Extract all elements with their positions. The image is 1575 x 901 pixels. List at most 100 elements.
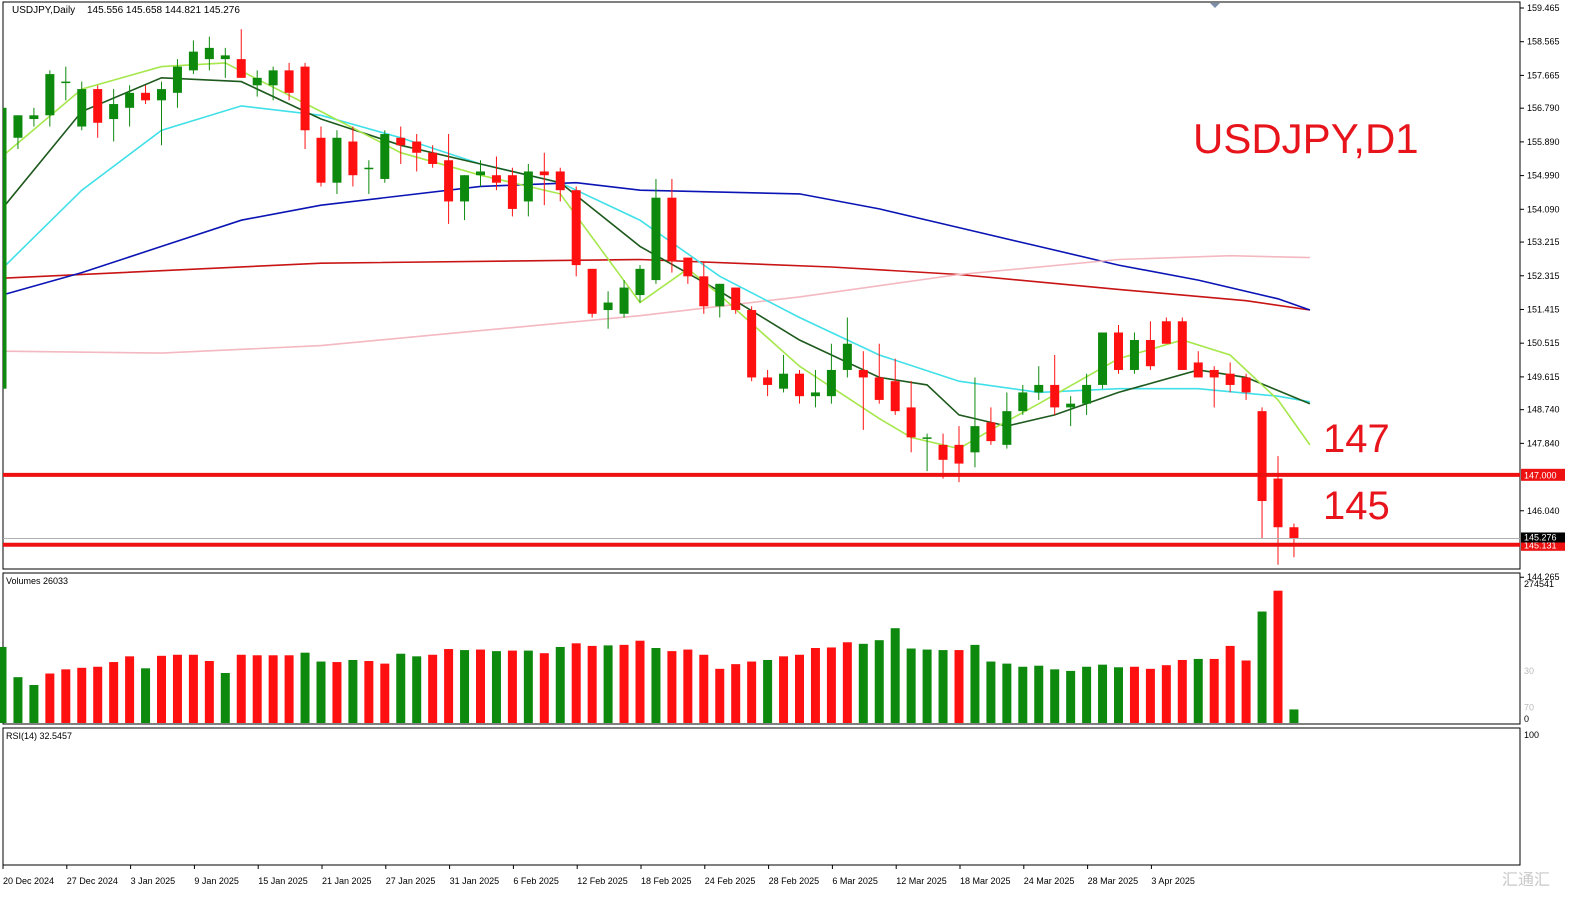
candle-body — [364, 167, 374, 170]
volume-bar — [13, 677, 23, 723]
volume-bar — [268, 655, 278, 723]
volume-bar — [460, 650, 470, 723]
volume-bar — [1002, 663, 1012, 723]
current-price-tag — [1521, 532, 1565, 543]
rsi-pane-frame — [2, 727, 1521, 866]
candle-body — [826, 369, 836, 397]
volume-bar — [1114, 667, 1123, 723]
volume-bar — [412, 656, 422, 723]
candle-body — [109, 104, 119, 120]
volume-bar — [1209, 658, 1219, 723]
candle-body — [1289, 527, 1299, 539]
volume-bar — [491, 651, 501, 723]
volume-bar — [667, 651, 677, 723]
candle — [476, 160, 485, 187]
candle — [571, 186, 581, 277]
time-axis-label: 24 Feb 2025 — [705, 876, 756, 886]
candle-body — [3, 107, 7, 389]
volume-bar — [476, 649, 485, 723]
candle — [603, 291, 613, 329]
candle — [188, 40, 198, 75]
candle — [747, 306, 757, 382]
candle-body — [220, 55, 230, 60]
time-axis-label: 12 Mar 2025 — [896, 876, 947, 886]
level-145-annotation: 145 — [1323, 484, 1390, 528]
candle-body — [539, 171, 549, 176]
volume-bar — [1289, 709, 1299, 723]
volume-bar — [810, 647, 820, 723]
volume-bar — [747, 661, 757, 723]
candle-body — [523, 171, 533, 202]
volume-bar — [954, 650, 964, 723]
candle — [890, 358, 900, 415]
candle — [396, 126, 406, 164]
candle-body — [619, 287, 629, 314]
volume-bar — [444, 649, 454, 723]
candle — [906, 381, 916, 453]
volume-bar — [93, 666, 103, 723]
candle-body — [348, 141, 358, 176]
candle — [1193, 351, 1203, 378]
volume-plot — [0, 590, 1299, 723]
scroll-marker-icon — [1210, 3, 1220, 8]
candle-body — [316, 137, 326, 183]
volume-bar — [619, 644, 629, 723]
candle — [29, 107, 39, 127]
volume-indicator-title: Volumes 26033 — [6, 576, 68, 586]
candle — [1034, 366, 1044, 400]
candle-body — [29, 115, 39, 120]
volume-bar — [826, 647, 836, 723]
candle — [1177, 317, 1187, 370]
candle-body — [444, 160, 454, 202]
time-axis-label: 3 Apr 2025 — [1151, 876, 1195, 886]
candle — [412, 134, 422, 172]
candle-body — [1002, 411, 1012, 445]
candle — [364, 160, 374, 194]
volume-bar — [1145, 668, 1155, 723]
time-axis-label: 18 Feb 2025 — [641, 876, 692, 886]
volume-bar — [1082, 666, 1092, 723]
candle-body — [61, 81, 71, 84]
volume-bar — [731, 664, 741, 723]
candle — [1289, 523, 1299, 558]
price-plot[interactable] — [0, 29, 1520, 565]
volume-bar — [1050, 669, 1060, 723]
candle-body — [922, 437, 932, 439]
candle — [1129, 332, 1139, 374]
candle — [635, 265, 645, 303]
volume-bar — [890, 628, 900, 723]
volume-bar — [970, 644, 980, 723]
candle-body — [412, 141, 422, 153]
candle — [125, 85, 135, 127]
rsi-axis-label: 70 — [1524, 703, 1534, 713]
candle — [970, 377, 980, 468]
level-147-annotation: 147 — [1323, 417, 1390, 461]
volume-bar — [236, 654, 246, 723]
candle-body — [715, 283, 725, 307]
candle-body — [683, 257, 693, 277]
watermark-logo: 汇通汇 — [1502, 871, 1550, 889]
volume-bar — [763, 659, 773, 723]
price-pane-frame — [2, 1, 1521, 570]
volume-bar — [364, 661, 374, 723]
volume-bar — [300, 652, 310, 723]
candle-body — [1129, 339, 1139, 370]
volume-bar — [874, 640, 884, 723]
rsi-indicator-title: RSI(14) 32.5457 — [6, 731, 72, 741]
volume-bar — [61, 669, 71, 723]
candle-body — [731, 287, 741, 311]
time-axis-label: 27 Dec 2024 — [67, 876, 118, 886]
candle — [842, 317, 852, 378]
candle-body — [763, 377, 773, 385]
candle — [3, 107, 7, 389]
price-level-label: 147.000 — [1524, 470, 1557, 480]
candle — [204, 36, 214, 71]
volume-bar — [220, 672, 230, 723]
candle-body — [507, 175, 517, 209]
candle — [699, 261, 709, 314]
candle — [1114, 325, 1123, 374]
candle-body — [77, 89, 87, 127]
rsi-axis-label: 30 — [1524, 666, 1534, 676]
candle-body — [45, 74, 55, 116]
